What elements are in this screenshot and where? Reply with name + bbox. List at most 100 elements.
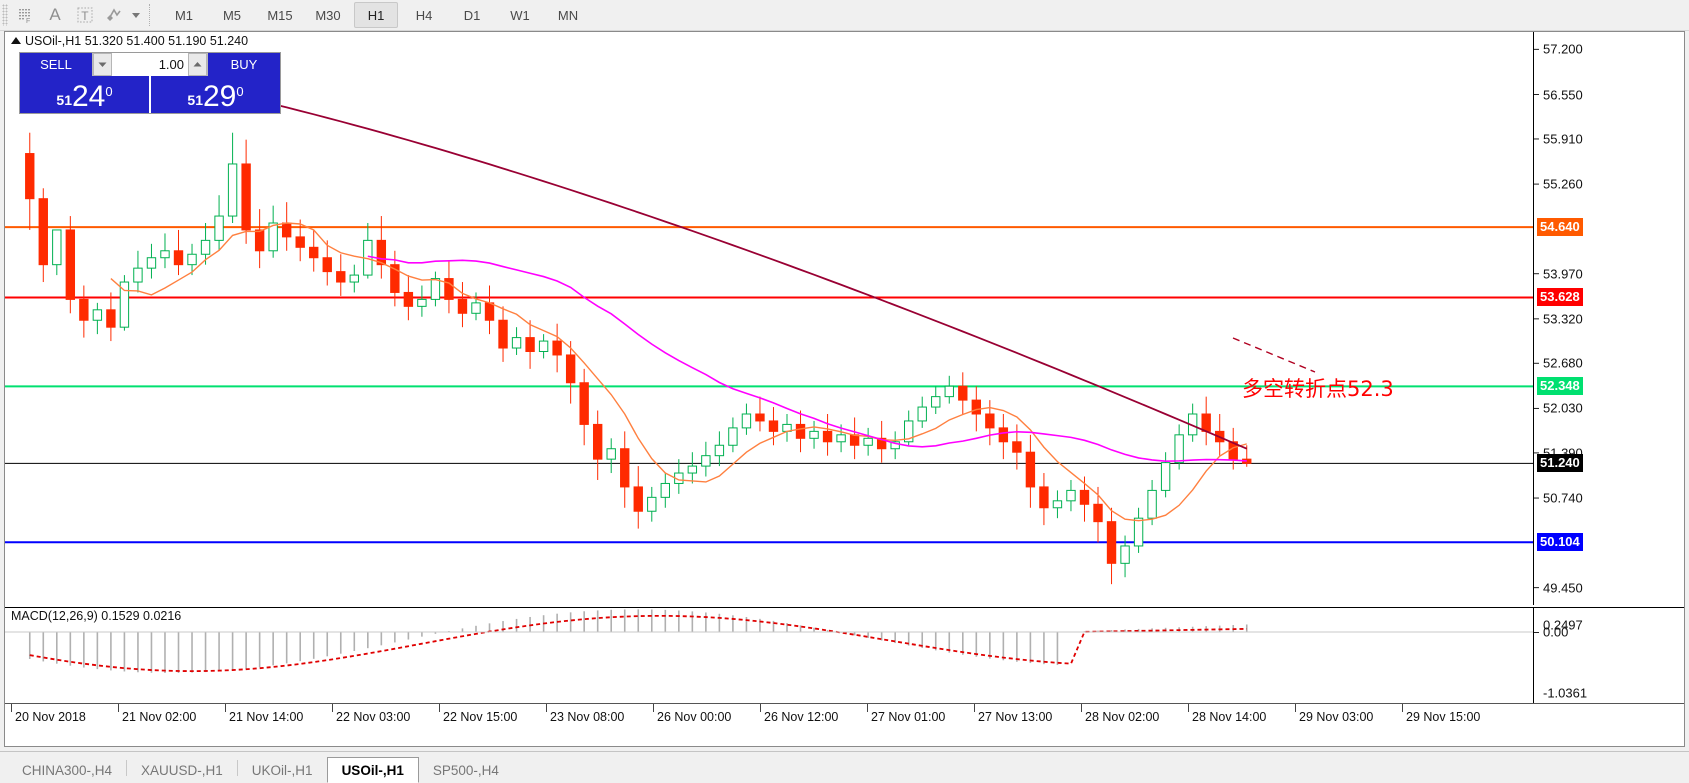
time-tick [332,704,333,712]
macd-plot [5,608,1533,705]
macd-label: MACD(12,26,9) 0.1529 0.0216 [11,609,182,623]
time-tick [867,704,868,712]
price-tick-label: 50.740 [1543,490,1583,506]
tab-divider [236,759,238,776]
one-click-trading-panel[interactable]: SELL 1.00 BUY 51 24 [19,52,281,114]
timeframe-m30[interactable]: M30 [315,7,341,23]
chart-grid-icon[interactable]: F [10,2,40,28]
chart-header-text: USOil-,H1 51.320 51.400 51.190 51.240 [25,34,249,48]
volume-input[interactable]: 1.00 [112,53,188,76]
macd-scale-zero: 0.00 [1543,624,1569,640]
text-box-icon[interactable]: T [70,2,100,28]
price-tick-label: 56.550 [1543,87,1583,102]
sell-price-main: 24 [71,80,106,113]
main-toolbar: F A T M1 M5 M15 M30 H1 H4 D1 W1 MN [0,0,1689,31]
price-tag-resistance: 54.640 [1537,218,1583,237]
time-tick-label: 29 Nov 03:00 [1299,710,1374,724]
trade-panel-top: SELL 1.00 BUY [20,53,280,76]
sell-price-button[interactable]: 51 24 0 [20,76,151,113]
timeframe-d1[interactable]: D1 [463,7,481,23]
tab-china300-h4[interactable]: CHINA300-,H4 [22,763,113,778]
time-tick [653,704,654,712]
chart-header: USOil-,H1 51.320 51.400 51.190 51.240 [11,34,248,48]
chart-annotation: 多空转折点52.3 [1242,377,1394,401]
price-pane[interactable]: USOil-,H1 51.320 51.400 51.190 51.240 57… [5,32,1684,605]
toolbar-divider [149,4,151,26]
timeframe-w1[interactable]: W1 [510,7,530,23]
text-label-icon[interactable]: A [40,2,70,28]
time-axis-labels: 20 Nov 2018 21 Nov 02:00 21 Nov 14:00 22 No… [5,704,1533,746]
macd-scale-bottom: -1.0361 [1543,685,1588,701]
volume-increment-icon[interactable] [188,53,207,76]
chart-tab-bar: CHINA300-,H4 XAUUSD-,H1 UKOil-,H1 USOil-… [0,751,1689,783]
price-tag-current-price: 51.240 [1537,454,1583,473]
price-tag-resistance: 53.628 [1537,288,1583,307]
time-tick-label: 26 Nov 12:00 [764,710,839,724]
timeframe-m1[interactable]: M1 [174,7,194,23]
sell-price-fraction: 0 [105,84,113,99]
time-tick [1081,704,1082,712]
time-tick-label: 27 Nov 13:00 [978,710,1053,724]
time-tick-label: 23 Nov 08:00 [550,710,625,724]
time-tick-label: 21 Nov 14:00 [229,710,304,724]
volume-stepper[interactable]: 1.00 [92,53,208,76]
time-tick-label: 29 Nov 15:00 [1406,710,1481,724]
time-tick [225,704,226,712]
time-tick [118,704,119,712]
trade-panel-quotes: 51 24 0 51 29 0 [20,76,280,113]
timeframe-mn[interactable]: MN [557,7,579,23]
time-tick [546,704,547,712]
price-tick-label: 55.260 [1543,176,1583,192]
buy-price-main: 29 [202,80,237,113]
macd-pane[interactable]: MACD(12,26,9) 0.1529 0.0216 0.2497 0.00 … [5,607,1684,705]
volume-decrement-icon[interactable] [93,53,112,76]
objects-icon[interactable] [100,2,130,28]
time-tick [974,704,975,712]
tab-sp500-h4[interactable]: SP500-,H4 [432,763,499,778]
time-tick [1295,704,1296,712]
collapse-triangle-icon[interactable] [11,37,21,44]
text-label-glyph: A [49,5,61,24]
time-tick-label: 28 Nov 14:00 [1192,710,1267,724]
time-tick [760,704,761,712]
svg-text:F: F [26,18,30,24]
price-tick-label: 57.200 [1543,41,1583,57]
timeframe-m15[interactable]: M15 [267,7,293,23]
time-tick-label: 26 Nov 00:00 [657,710,732,724]
tab-xauusd-h1[interactable]: XAUUSD-,H1 [141,763,223,778]
timeframe-m5[interactable]: M5 [222,7,242,23]
time-tick [1402,704,1403,712]
time-tick-label: 20 Nov 2018 [15,710,86,724]
time-tick-label: 28 Nov 02:00 [1085,710,1160,724]
price-tag-pivot: 52.348 [1537,377,1583,396]
buy-price-big: 51 [187,92,203,108]
buy-price-button[interactable]: 51 29 0 [151,76,280,113]
price-tick-label: 55.910 [1543,131,1583,147]
time-tick-label: 27 Nov 01:00 [871,710,946,724]
tab-ukoil-h1[interactable]: UKOil-,H1 [251,763,313,778]
buy-button[interactable]: BUY [208,53,280,76]
time-tick [1188,704,1189,712]
price-tick-label: 53.970 [1543,266,1583,282]
price-plot [5,32,1533,605]
time-tick-label: 21 Nov 02:00 [122,710,197,724]
sell-button[interactable]: SELL [20,53,92,76]
time-tick-label: 22 Nov 03:00 [336,710,411,724]
toolbar-grip[interactable] [2,4,8,26]
objects-dropdown-icon[interactable] [132,12,140,18]
macd-scale-top: 0.2497 [1543,617,1583,633]
price-tick-label: 52.030 [1543,400,1583,416]
time-axis: 20 Nov 2018 21 Nov 02:00 21 Nov 14:00 22 No… [5,703,1684,746]
time-tick-label: 22 Nov 15:00 [443,710,518,724]
chart-window[interactable]: USOil-,H1 51.320 51.400 51.190 51.240 57… [4,31,1685,747]
price-tick-label: 52.680 [1543,355,1583,371]
sell-price-big: 51 [56,92,72,108]
price-tag-support: 50.104 [1537,533,1583,552]
timeframe-h4[interactable]: H4 [415,7,433,23]
macd-scale[interactable]: 0.2497 0.00 -1.0361 [1533,608,1684,705]
price-scale[interactable]: 57.200 56.550 55.910 55.260 54.640 53.970 53.6… [1533,32,1684,605]
svg-text:T: T [81,9,89,23]
tab-usoil-h1[interactable]: USOil-,H1 [326,757,419,783]
tab-divider [126,759,128,776]
timeframe-h1[interactable]: H1 [354,2,398,28]
